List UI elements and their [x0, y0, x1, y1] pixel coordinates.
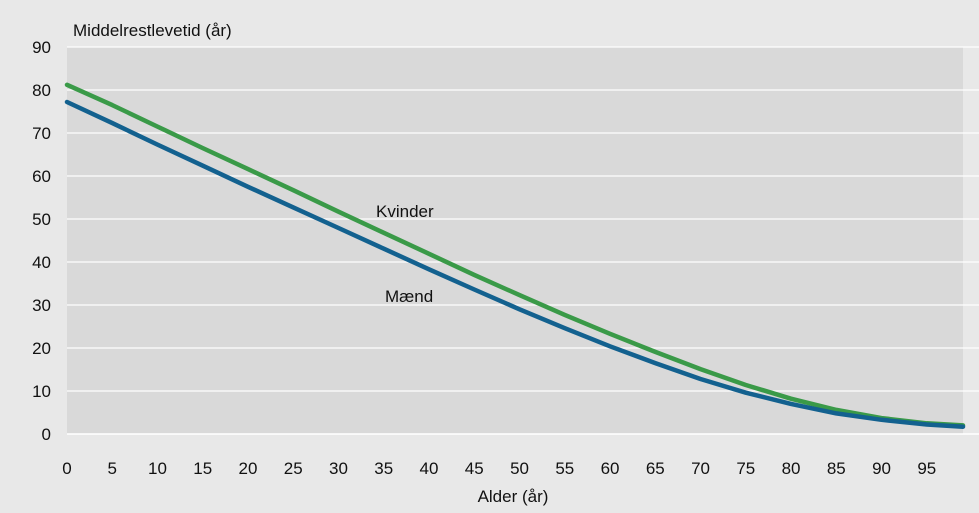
x-tick-label: 55: [555, 459, 574, 478]
y-tick-label: 80: [32, 81, 51, 100]
x-tick-label: 5: [108, 459, 117, 478]
x-tick-label: 75: [736, 459, 755, 478]
x-tick-label: 50: [510, 459, 529, 478]
x-tick-label: 10: [148, 459, 167, 478]
x-tick-label: 90: [872, 459, 891, 478]
series-label-maend: Mænd: [385, 287, 433, 306]
x-tick-label: 60: [601, 459, 620, 478]
x-axis-title: Alder (år): [478, 487, 549, 506]
x-tick-label: 45: [465, 459, 484, 478]
y-tick-label: 20: [32, 339, 51, 358]
y-axis-title: Middelrestlevetid (år): [73, 21, 232, 40]
series-label-kvinder: Kvinder: [376, 202, 434, 221]
plot-area: [67, 47, 963, 434]
x-tick-label: 70: [691, 459, 710, 478]
x-tick-label: 80: [782, 459, 801, 478]
x-tick-label: 25: [284, 459, 303, 478]
x-tick-label: 30: [329, 459, 348, 478]
x-tick-label: 20: [239, 459, 258, 478]
x-tick-label: 35: [374, 459, 393, 478]
series-line-0: [64, 82, 966, 428]
y-tick-label: 70: [32, 124, 51, 143]
y-tick-label: 60: [32, 167, 51, 186]
x-tick-label: 95: [917, 459, 936, 478]
y-tick-label: 40: [32, 253, 51, 272]
series-line-1: [64, 99, 966, 429]
x-tick-label: 0: [62, 459, 71, 478]
y-tick-label: 10: [32, 382, 51, 401]
y-tick-label: 30: [32, 296, 51, 315]
y-tick-label: 90: [32, 38, 51, 57]
y-tick-label: 0: [42, 425, 51, 444]
y-tick-label: 50: [32, 210, 51, 229]
x-tick-label: 40: [420, 459, 439, 478]
x-tick-label: 65: [646, 459, 665, 478]
x-tick-label: 85: [827, 459, 846, 478]
x-tick-label: 15: [193, 459, 212, 478]
